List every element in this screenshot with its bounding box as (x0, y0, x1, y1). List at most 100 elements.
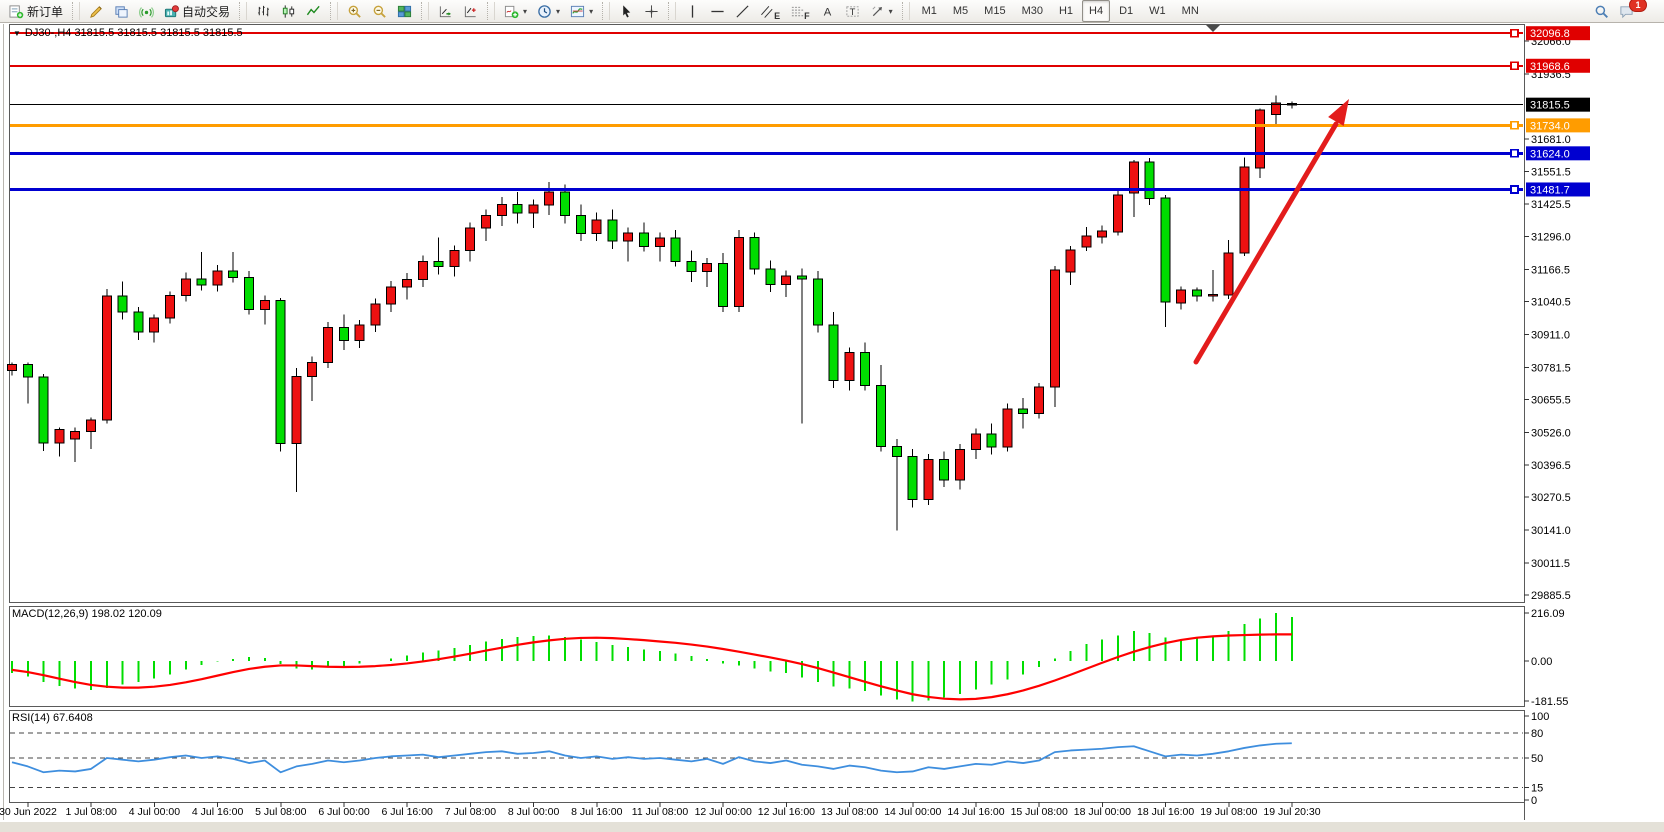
price-tag-label: 31624.0 (1530, 148, 1570, 160)
line-chart-type-button[interactable] (302, 0, 325, 22)
rsi-tick-label: 50 (1531, 753, 1543, 765)
main-toolbar: 新订单 自动交易 ▾ ▾ ▾ E F A T ▾ M1 M5 M15 M30 H1 H4 D1 W1 MN 1 (0, 0, 1664, 23)
horizontal-line-button[interactable] (706, 0, 729, 22)
price-tick-label: 31040.5 (1531, 297, 1571, 309)
toolbar-separator (901, 2, 910, 20)
timeframe-button-h4[interactable]: H4 (1082, 0, 1111, 22)
candle-body (797, 275, 807, 280)
dropdown-caret-icon[interactable]: ▾ (556, 6, 561, 16)
price-tick-label: 31296.0 (1531, 232, 1571, 244)
rsi-tick-label: 15 (1531, 782, 1543, 794)
timeframe-button-h1[interactable]: H1 (1058, 5, 1074, 17)
rsi-line (11, 742, 1292, 774)
time-tick-label: 8 Jul 00:00 (508, 806, 560, 818)
price-tag (1526, 118, 1590, 133)
candle-body (1081, 235, 1092, 248)
toolbar-separator (72, 2, 81, 20)
toolbar-separator (239, 2, 248, 20)
dropdown-caret-icon[interactable]: ▾ (888, 6, 893, 16)
channel-button[interactable]: E (756, 0, 784, 22)
candle-body (496, 204, 507, 216)
vertical-line-button[interactable] (681, 0, 704, 22)
autotrade-button[interactable]: 自动交易 (160, 0, 234, 22)
tile-windows-button[interactable] (393, 0, 416, 22)
chart-shift-button[interactable] (459, 0, 482, 22)
search-button[interactable] (1590, 0, 1613, 22)
candle-body (623, 232, 634, 242)
fibonacci-button[interactable]: F (786, 0, 814, 22)
candle-body (733, 237, 744, 307)
toolbar-separator (330, 2, 339, 20)
time-tick-label: 19 Jul 20:30 (1263, 806, 1320, 818)
indicators-button[interactable]: ▾ (500, 0, 531, 22)
rsi-tick-label: 0 (1531, 795, 1537, 807)
timeframe-button-d1[interactable]: D1 (1119, 5, 1134, 17)
periods-button[interactable]: ▾ (533, 0, 564, 22)
dropdown-caret-icon[interactable]: ▾ (523, 6, 528, 16)
time-axis[interactable]: 30 Jun 2022 1 Jul 08:00 4 Jul 00:00 4 Jul 1… (0, 802, 1321, 818)
timeframe-button-m5[interactable]: M5 (952, 5, 969, 17)
symbol-dropdown-icon[interactable]: ▼ (13, 28, 21, 38)
price-axis[interactable]: 32066.031936.531681.031551.531425.531296… (1524, 36, 1571, 602)
timeframe-button-m1[interactable]: M1 (921, 5, 937, 17)
templates-button[interactable]: ▾ (566, 0, 597, 22)
profiles-button[interactable] (110, 0, 133, 22)
candlestick-type-button[interactable] (277, 0, 300, 22)
timeframe-button-m30[interactable]: M30 (1021, 5, 1043, 17)
trend-arrow[interactable] (1193, 99, 1349, 365)
candle-body (860, 352, 871, 387)
clock-icon (537, 4, 552, 19)
auto-scroll-button[interactable] (434, 0, 457, 22)
timeframe-button-m15[interactable]: M15 (984, 5, 1006, 17)
bottom-strip (0, 822, 1664, 832)
label-button[interactable]: T (841, 0, 864, 22)
toolbar-separator (602, 2, 611, 20)
price-tag-label: 31481.7 (1530, 184, 1570, 196)
candle-body (433, 261, 444, 268)
zoom-in-button[interactable] (343, 0, 366, 22)
macd-axis: 216.09 0.00 -181.55 (1524, 608, 1568, 708)
candle-body (1113, 194, 1123, 233)
arrows-button[interactable]: ▾ (866, 0, 897, 22)
bar-chart-type-button[interactable] (252, 0, 275, 22)
dropdown-caret-icon[interactable]: ▾ (589, 6, 594, 16)
candle-body (101, 295, 112, 421)
bars-icon (256, 4, 271, 19)
new-order-button[interactable]: 新订单 (5, 0, 67, 22)
zoom-out-button[interactable] (368, 0, 391, 22)
price-tick-label: 30396.5 (1531, 460, 1571, 472)
candle-body (781, 275, 792, 285)
time-tick-label: 12 Jul 16:00 (758, 806, 815, 818)
candle-body (1049, 269, 1060, 388)
candle-body (38, 376, 49, 444)
timeframe-button-mn[interactable]: MN (1181, 5, 1199, 17)
signals-icon (139, 4, 154, 19)
time-tick-label: 30 Jun 2022 (0, 806, 57, 818)
candles-layer[interactable] (7, 95, 1297, 531)
time-tick-label: 19 Jul 08:00 (1200, 806, 1257, 818)
signals-button[interactable] (135, 0, 158, 22)
candle-body (54, 429, 65, 444)
text-button[interactable]: A (816, 0, 839, 22)
price-tick-label: 30911.0 (1531, 329, 1570, 341)
level-drag-handle (1510, 28, 1519, 38)
candle-body (212, 270, 223, 286)
timeframe-button-w1[interactable]: W1 (1149, 5, 1166, 17)
crosshair-button[interactable] (640, 0, 663, 22)
price-tick-label: 31166.5 (1531, 265, 1570, 277)
candle-body (1207, 293, 1218, 297)
metaquotes-button[interactable] (85, 0, 108, 22)
trendline-button[interactable] (731, 0, 754, 22)
candle-body (244, 277, 254, 310)
line-icon (306, 4, 321, 19)
svg-text:T: T (849, 6, 855, 16)
candle-body (354, 324, 365, 341)
cursor-button[interactable] (615, 0, 638, 22)
candle-body (907, 456, 918, 500)
chart-shift-marker[interactable] (1206, 25, 1220, 32)
candle-body (370, 303, 381, 326)
chat-button[interactable]: 1 (1615, 0, 1659, 22)
vline-icon (685, 4, 700, 19)
level-lines[interactable]: 32096.8 31968.6 31815.5 31734.0 31624.0 31481… (10, 26, 1590, 197)
